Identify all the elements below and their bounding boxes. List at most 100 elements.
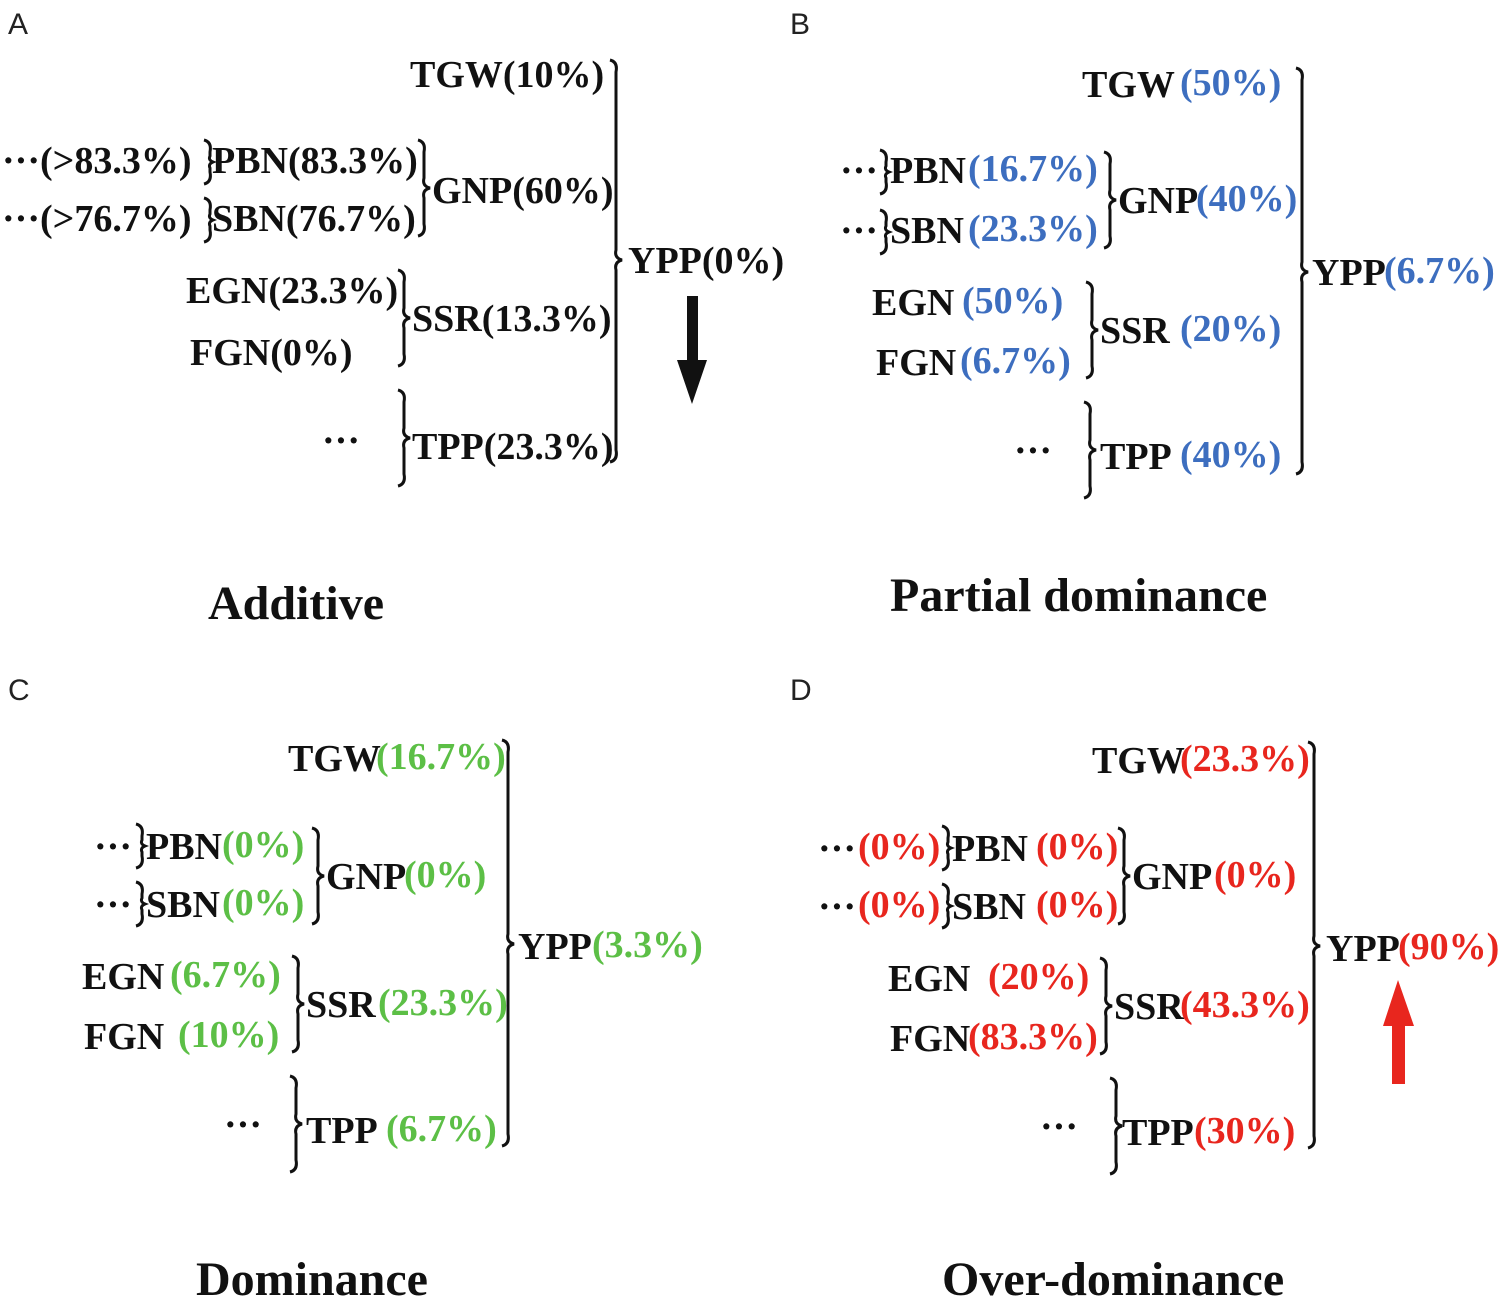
pbn-label: PBN — [890, 150, 966, 192]
egn-label: EGN — [82, 956, 165, 998]
down-arrow-icon — [677, 296, 707, 404]
tpp-prefix: ··· — [224, 1104, 263, 1146]
ypp-label: YPP(0%) — [628, 240, 785, 282]
tgw-label: TGW — [1092, 740, 1185, 782]
ssr-value: (43.3%) — [1180, 984, 1310, 1026]
panel-title-a: Additive — [208, 577, 385, 630]
pbn-prefix-value: (0%) — [858, 826, 941, 868]
pbn-value: (16.7%) — [968, 148, 1098, 190]
panel-letter-c: C — [8, 674, 30, 707]
sbn-label: SBN — [890, 210, 964, 252]
bracket-b-tpp — [1083, 400, 1097, 500]
bracket-a-tpp — [397, 388, 411, 488]
bracket-b-pbn-prefix — [879, 148, 894, 196]
bracket-c-pbn-prefix — [135, 822, 150, 870]
bracket-d-tpp — [1109, 1076, 1123, 1176]
tpp-label: TPP — [1100, 436, 1172, 478]
gnp-value: (0%) — [1214, 854, 1297, 896]
fgn-value: (83.3%) — [968, 1016, 1098, 1058]
sbn-label: SBN — [146, 884, 220, 926]
ypp-value: (90%) — [1398, 926, 1500, 968]
bracket-d-gnp — [1117, 826, 1131, 926]
egn-value: (20%) — [988, 956, 1090, 998]
sbn-prefix-value: (0%) — [858, 884, 941, 926]
sbn-prefix: ··· — [818, 886, 857, 928]
panel-title-b: Partial dominance — [890, 569, 1268, 622]
pbn-prefix: ···(>83.3%) — [2, 140, 192, 182]
bracket-a-pbn-prefix — [203, 138, 218, 186]
pbn-prefix: ··· — [840, 150, 879, 192]
gnp-value: (40%) — [1196, 178, 1298, 220]
panel-letter-b: B — [790, 8, 811, 41]
bracket-d-sbn-prefix — [941, 882, 956, 930]
gnp-label: GNP(60%) — [432, 170, 614, 212]
pbn-value: (0%) — [222, 824, 305, 866]
ssr-label: SSR — [1100, 310, 1170, 352]
fgn-label: FGN — [84, 1016, 165, 1058]
fgn-label: FGN — [890, 1018, 971, 1060]
tpp-label: TPP — [306, 1110, 378, 1152]
tpp-value: (6.7%) — [386, 1108, 497, 1150]
bracket-b-sbn-prefix — [879, 208, 894, 256]
ypp-label: YPP — [518, 926, 592, 968]
up-arrow-icon — [1383, 980, 1414, 1084]
ssr-value: (20%) — [1180, 308, 1282, 350]
bracket-b-ypp — [1295, 66, 1309, 476]
egn-label: EGN — [872, 282, 955, 324]
tpp-prefix: ··· — [322, 420, 361, 462]
egn-label: EGN(23.3%) — [186, 270, 399, 312]
sbn-label: SBN(76.7%) — [212, 198, 416, 240]
pbn-prefix: ··· — [94, 826, 133, 868]
sbn-value: (0%) — [222, 882, 305, 924]
tgw-label: TGW(10%) — [410, 54, 605, 96]
egn-label: EGN — [888, 958, 971, 1000]
bracket-b-ssr — [1085, 280, 1099, 380]
gnp-value: (0%) — [404, 854, 487, 896]
bracket-c-ypp — [501, 738, 515, 1148]
sbn-prefix: ··· — [94, 884, 133, 926]
pbn-prefix: ··· — [818, 828, 857, 870]
fgn-label: FGN — [876, 342, 957, 384]
ssr-label: SSR — [306, 984, 376, 1026]
bracket-c-sbn-prefix — [135, 880, 150, 928]
sbn-prefix: ···(>76.7%) — [2, 198, 192, 240]
bracket-c-gnp — [311, 826, 325, 926]
tgw-value: (50%) — [1180, 62, 1282, 104]
fgn-label: FGN(0%) — [190, 332, 353, 374]
fgn-value: (6.7%) — [960, 340, 1071, 382]
pbn-value: (0%) — [1036, 826, 1119, 868]
tgw-label: TGW — [1082, 64, 1175, 106]
gnp-label: GNP — [326, 856, 407, 898]
tpp-value: (40%) — [1180, 434, 1282, 476]
sbn-prefix: ··· — [840, 210, 879, 252]
bracket-d-pbn-prefix — [941, 824, 956, 872]
sbn-value: (0%) — [1036, 884, 1119, 926]
bracket-a-gnp — [417, 138, 431, 238]
panel-letter-a: A — [8, 8, 29, 41]
bracket-a-sbn-prefix — [203, 196, 218, 244]
bracket-c-tpp — [289, 1074, 303, 1174]
panel-letter-d: D — [790, 674, 812, 707]
sbn-label: SBN — [952, 886, 1026, 928]
pbn-label: PBN — [952, 828, 1028, 870]
bracket-d-ssr — [1099, 956, 1113, 1056]
sbn-value: (23.3%) — [968, 208, 1098, 250]
egn-value: (6.7%) — [170, 954, 281, 996]
tpp-prefix: ··· — [1040, 1106, 1079, 1148]
fgn-value: (10%) — [178, 1014, 280, 1056]
ssr-label: SSR(13.3%) — [412, 298, 612, 340]
panel-title-c: Dominance — [196, 1253, 428, 1306]
gnp-label: GNP — [1132, 856, 1213, 898]
tpp-label: TPP(23.3%) — [412, 426, 614, 468]
pbn-label: PBN — [146, 826, 222, 868]
ypp-label: YPP — [1326, 928, 1400, 970]
tpp-value: (30%) — [1194, 1110, 1296, 1152]
egn-value: (50%) — [962, 280, 1064, 322]
ypp-label: YPP — [1312, 252, 1386, 294]
tpp-prefix: ··· — [1014, 430, 1053, 472]
bracket-b-gnp — [1103, 150, 1117, 250]
ssr-label: SSR — [1114, 986, 1184, 1028]
bracket-d-ypp — [1307, 740, 1321, 1150]
